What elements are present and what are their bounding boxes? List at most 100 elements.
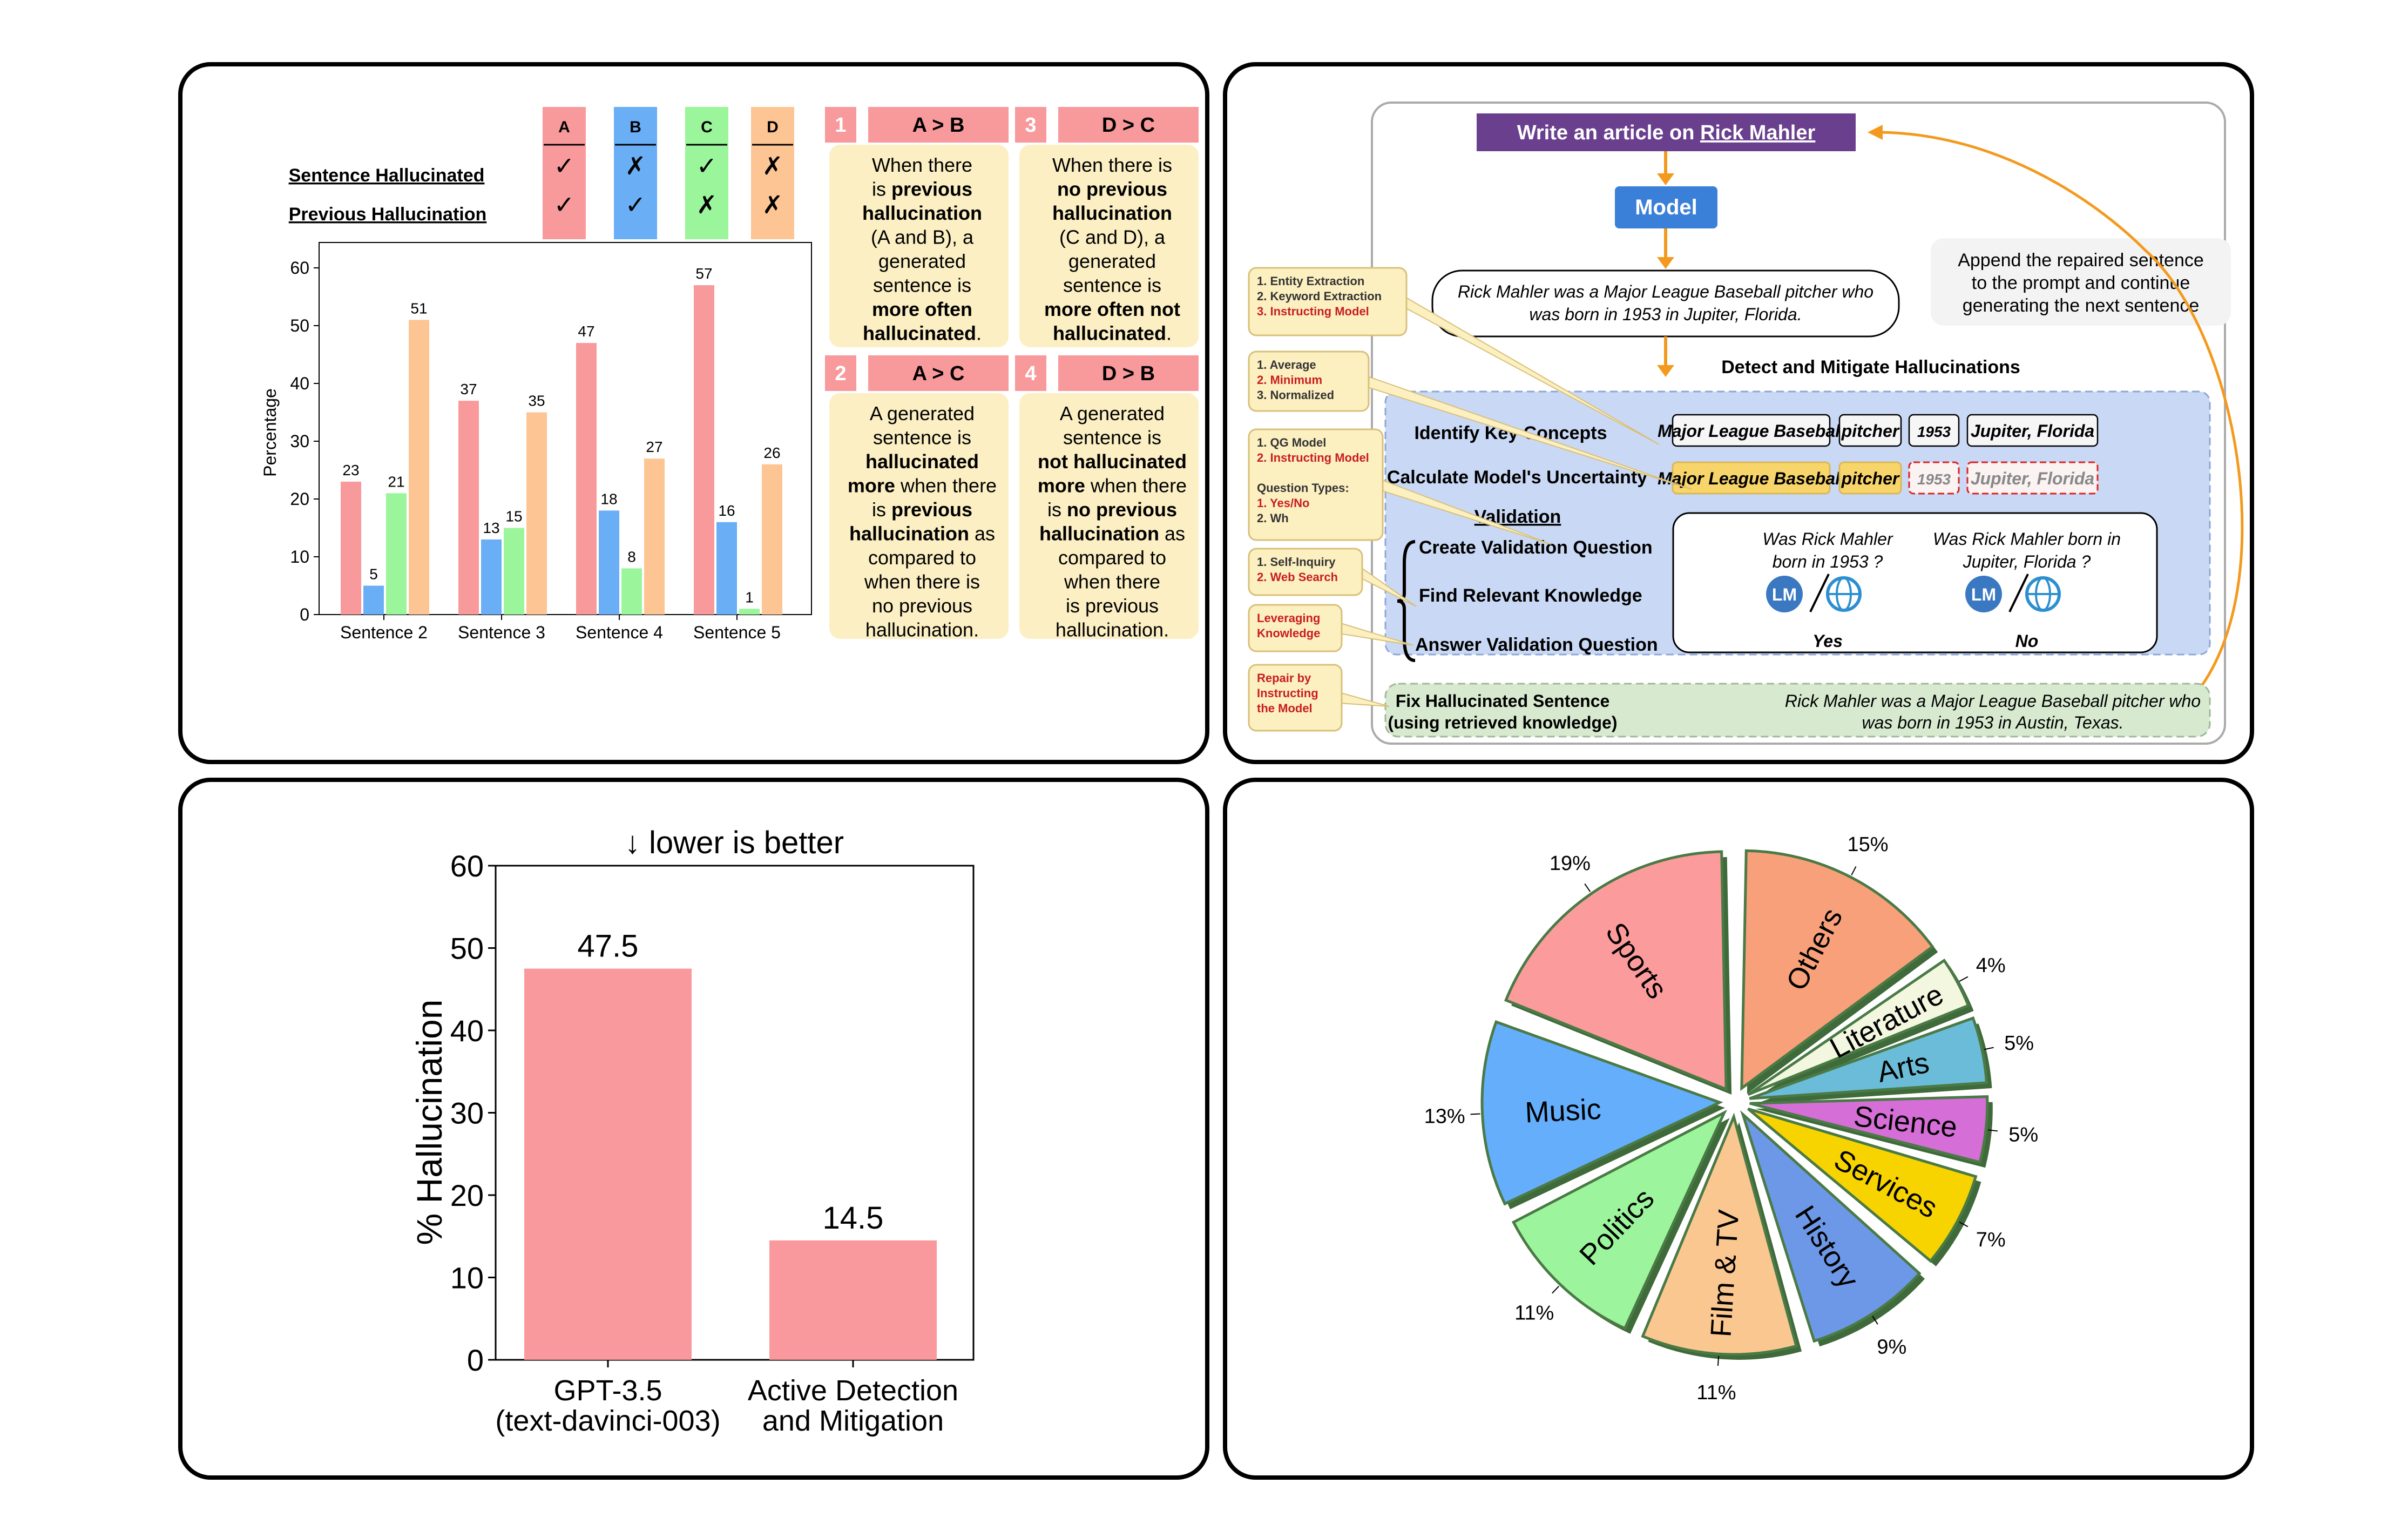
concept-chip — [1838, 414, 1902, 447]
side-note-line: Instructing — [1257, 686, 1318, 700]
x-tick-label: Sentence 5 — [693, 623, 781, 642]
rule-text-line: not hallucinated — [1038, 450, 1187, 473]
rule-text-line-part: . — [976, 322, 982, 345]
rule-title: D > B — [1102, 362, 1155, 385]
x-tick-label: Sentence 4 — [576, 623, 663, 642]
rule-text-line: generated — [878, 250, 966, 272]
chart2-title: ↓ lower is better — [625, 825, 844, 860]
rule-number: 3 — [1025, 114, 1036, 137]
append-note-line: generating the next sentence — [1963, 295, 2200, 316]
rule-card-1 — [829, 145, 1009, 347]
rule-number: 1 — [835, 114, 846, 137]
rule-text-line-part: previous — [891, 178, 972, 200]
side-note-line: 2. Keyword Extraction — [1257, 289, 1382, 303]
rule-text-line-part: not hallucinated — [1038, 450, 1187, 473]
bar-value-label: 26 — [763, 444, 780, 461]
panel-top-left: A ✓ ✓ B ✗ ✓ C ✓ ✗ D ✗ ✗ Sentence Hallucinated Previou… — [178, 62, 1209, 764]
bar-A-sentence-5 — [694, 285, 714, 615]
fix-region — [1384, 683, 2211, 738]
y-axis-label: % Hallucination — [409, 1000, 449, 1245]
uncertainty-chip — [1908, 461, 1960, 495]
rule-text-line-part: hallucinated — [1053, 322, 1166, 345]
y-tick-label: 40 — [290, 374, 309, 393]
bar-value-label: 57 — [695, 265, 712, 282]
fix-label-line: (using retrieved knowledge) — [1388, 713, 1618, 732]
bar-value-label: 23 — [342, 462, 359, 478]
rule-text-line: is previous — [872, 498, 972, 521]
side-note-line: Question Types: — [1257, 481, 1349, 495]
rule-text-line: (A and B), a — [871, 226, 974, 248]
bar-C-sentence-4 — [621, 568, 642, 615]
rule-text-line-part: more often — [872, 298, 972, 320]
pct-leader — [1987, 1129, 1998, 1132]
pie-wedge-arts — [1749, 1016, 1988, 1100]
side-note-box — [1248, 428, 1384, 541]
legend-header-D: D — [767, 118, 779, 136]
side-note-line: 3. Instructing Model — [1257, 305, 1369, 318]
uncertainty-chip-text: pitcher — [1841, 469, 1900, 488]
rule-title: A > C — [912, 362, 965, 385]
rule-text-line-part: sentence is — [1063, 427, 1161, 449]
x-tick-label: GPT-3.5 — [553, 1374, 662, 1407]
sentence-hallucinated-mark: ✗ — [625, 152, 646, 180]
pct-leader — [1959, 976, 1969, 982]
concept-chip — [1672, 414, 1831, 447]
rule-text-line-part: is previous — [1066, 595, 1159, 617]
bar-A-sentence-3 — [458, 401, 479, 615]
y-tick-label: 50 — [450, 932, 484, 966]
pct-leader — [1584, 883, 1591, 892]
uncertainty-chip — [1838, 461, 1902, 495]
rule-text-line-part: When there — [872, 154, 972, 176]
lm-badge — [1766, 576, 1803, 612]
rule-text-line-part: hallucinated — [863, 322, 976, 345]
panel-top-right: Write an article on Rick Mahler Model Rick… — [1223, 62, 2254, 764]
step-find-relevant-knowledge: Find Relevant Knowledge — [1419, 585, 1642, 606]
pie-pct-label: 11% — [1696, 1381, 1736, 1404]
panel-bottom-right: Others 15% Literature 4% Arts 5% Science 5% Serv… — [1223, 778, 2254, 1480]
concept-chip — [1966, 414, 2099, 447]
prompt-box — [1477, 113, 1856, 151]
rule-title: D > C — [1102, 114, 1155, 137]
rule-text-line: hallucination as — [1039, 523, 1185, 545]
x-tick-label: Active Detection — [748, 1374, 958, 1407]
pie-wedge-politics — [1511, 1109, 1728, 1331]
pie-pct-label: 15% — [1847, 833, 1888, 856]
rule-number-box — [1015, 107, 1046, 143]
side-note-line: Repair by — [1257, 671, 1311, 685]
bar-B-sentence-5 — [716, 522, 737, 615]
bar-value-label: 5 — [369, 566, 378, 583]
lm-label: LM — [1971, 585, 1996, 604]
previous-hallucination-mark: ✓ — [554, 191, 575, 219]
fixed-sentence-line: Rick Mahler was a Major League Baseball … — [1785, 691, 2201, 711]
legend-header-A: A — [558, 118, 570, 136]
rule-text-line-part: A generated — [870, 402, 975, 424]
rule-text-line: no previous — [872, 595, 972, 617]
rule-text-line-part: hallucination — [1052, 202, 1172, 224]
rule-card-4 — [1019, 393, 1199, 639]
pie-pct-label: 7% — [1976, 1229, 2006, 1251]
y-tick-label: 10 — [290, 547, 309, 567]
rule-number: 2 — [835, 362, 846, 385]
side-note-box — [1248, 664, 1343, 732]
lm-label: LM — [1772, 585, 1797, 604]
concept-chip-text: Major League Baseball — [1658, 421, 1845, 441]
bar-value-label: 47 — [578, 323, 594, 340]
feedback-arrow — [1880, 131, 2244, 707]
rule-text-line-part: hallucinated — [865, 450, 979, 473]
side-note-line: 1. Yes/No — [1257, 496, 1309, 510]
pct-leader — [1552, 1285, 1560, 1294]
step-calculate-uncertainty: Calculate Model's Uncertainty — [1387, 467, 1647, 488]
rule-text-line: is previous — [1066, 595, 1159, 617]
rule-text-line-part: more — [848, 475, 895, 497]
side-note-line: 3. Normalized — [1257, 388, 1334, 402]
side-note-line: Leveraging — [1257, 611, 1320, 625]
uncertainty-chip-text: Major League Baseball — [1658, 469, 1845, 488]
arrow-prompt-model-head — [1657, 173, 1674, 185]
rule-text-line: when there — [1064, 571, 1160, 593]
concept-chip-text: Jupiter, Florida — [1971, 421, 2094, 441]
model-box — [1615, 186, 1717, 228]
rule-text-line: is previous — [872, 178, 972, 200]
bar-value-label: 51 — [410, 300, 427, 316]
rule-text-line-part: is — [872, 178, 891, 200]
pct-leader — [1984, 1047, 1994, 1050]
